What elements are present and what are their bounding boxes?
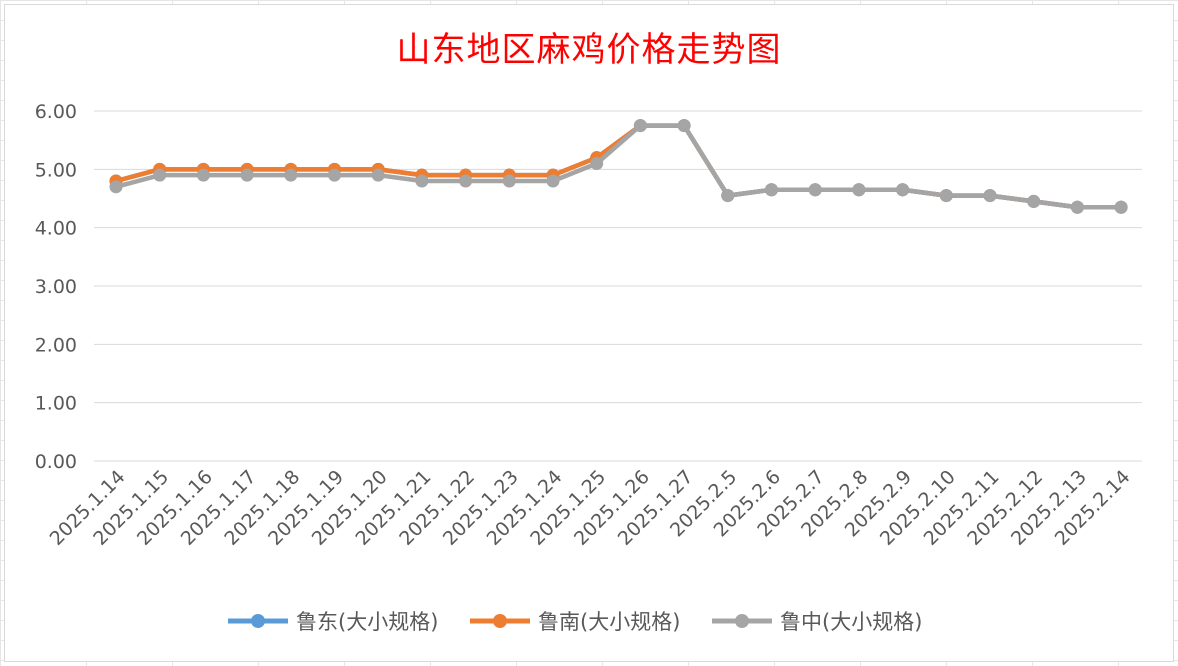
data-point (1114, 200, 1128, 214)
legend-marker-2 (493, 614, 507, 628)
data-point (109, 180, 123, 194)
data-point (590, 157, 604, 170)
data-point (459, 174, 473, 188)
data-point (328, 168, 341, 182)
chart-title: 山东地区麻鸡价格走势图 (396, 30, 782, 70)
data-point (852, 183, 866, 197)
data-point (1070, 200, 1084, 214)
data-point (1027, 194, 1041, 208)
y-tick-label: 4.00 (35, 218, 77, 240)
legend-marker-3 (735, 614, 749, 628)
data-point (196, 168, 210, 182)
data-point (284, 168, 298, 182)
y-tick-label: 2.00 (35, 334, 77, 356)
data-point (546, 174, 560, 188)
legend-label-2: 鲁南(大小规格) (538, 610, 680, 634)
y-tick-label: 1.00 (35, 393, 77, 415)
y-tick-label: 6.00 (35, 101, 77, 123)
data-point (415, 174, 429, 188)
legend-label-1: 鲁东(大小规格) (296, 610, 438, 634)
data-point (677, 119, 691, 133)
data-point (502, 174, 516, 188)
legend-label-3: 鲁中(大小规格) (780, 610, 922, 634)
legend-marker-1 (251, 614, 265, 628)
series-line-3 (115, 123, 1122, 210)
data-point (896, 183, 910, 197)
chart-area[interactable] (4, 4, 1174, 662)
y-tick-label: 0.00 (35, 451, 77, 473)
data-point (240, 168, 254, 182)
y-tick-label: 3.00 (35, 276, 77, 298)
data-point (721, 189, 735, 203)
data-point (371, 168, 385, 182)
data-point (633, 119, 647, 133)
data-point (808, 183, 822, 197)
data-point (765, 183, 778, 197)
data-point (939, 189, 953, 203)
y-tick-label: 5.00 (35, 159, 77, 181)
data-point (153, 168, 167, 182)
data-point (983, 189, 997, 203)
